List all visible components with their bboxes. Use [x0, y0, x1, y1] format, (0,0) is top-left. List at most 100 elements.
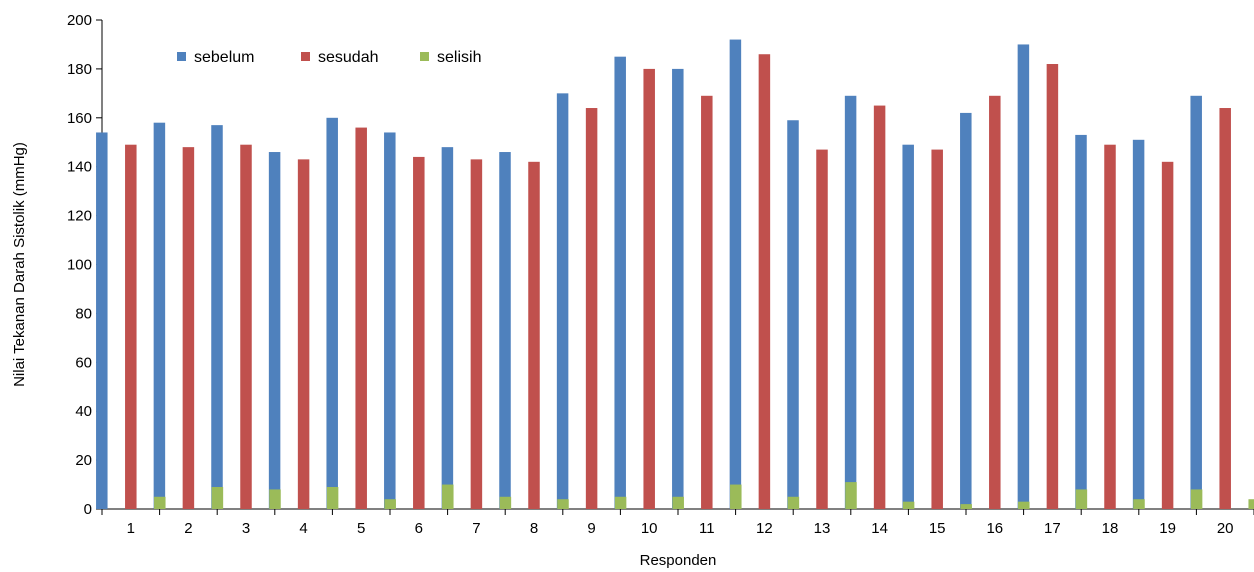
bar-sesudah-14: [873, 105, 886, 509]
bar-sesudah-16: [989, 95, 1001, 510]
x-tick-label: 20: [1217, 520, 1234, 537]
bar-selisih-14: [902, 501, 915, 509]
bar-sesudah-1: [125, 144, 137, 509]
bar-sebelum-17: [1017, 44, 1030, 509]
x-tick-label: 16: [986, 520, 1003, 537]
bar-sebelum-10: [614, 56, 626, 510]
x-tick-label: 14: [871, 520, 888, 537]
bar-sesudah-15: [931, 149, 943, 509]
x-tick-label: 1: [127, 520, 135, 537]
bar-sesudah-17: [1046, 64, 1059, 509]
series-selisih: [154, 482, 1254, 509]
bar-selisih-13: [845, 482, 857, 509]
x-tick-label: 9: [587, 520, 595, 537]
bar-sebelum-16: [960, 112, 972, 509]
bar-sesudah-11: [701, 95, 713, 510]
bar-sesudah-12: [758, 54, 771, 509]
bar-selisih-20: [1248, 499, 1254, 509]
bar-selisih-8: [557, 499, 569, 509]
bar-selisih-6: [442, 484, 454, 509]
x-tick-label: 10: [641, 520, 658, 537]
x-tick-label: 5: [357, 520, 365, 537]
x-tick-label: 18: [1102, 520, 1119, 537]
bar-sebelum-15: [902, 144, 914, 509]
bar-selisih-17: [1075, 489, 1088, 509]
bar-sebelum-5: [326, 117, 338, 510]
bar-sebelum-9: [556, 93, 569, 509]
y-tick-label: 60: [75, 354, 92, 371]
y-tick-label: 200: [67, 12, 92, 29]
bar-selisih-12: [787, 496, 800, 509]
x-tick-label: 15: [929, 520, 946, 537]
y-tick-label: 80: [75, 305, 92, 322]
series-sesudah: [125, 54, 1231, 510]
bar-sesudah-2: [182, 147, 195, 509]
bar-sebelum-11: [672, 68, 684, 510]
y-tick-label: 120: [67, 208, 92, 225]
bar-sesudah-7: [470, 159, 483, 510]
bar-selisih-10: [672, 496, 684, 509]
bar-sesudah-5: [355, 127, 367, 509]
bar-selisih-19: [1190, 489, 1203, 509]
x-tick-label: 2: [184, 520, 192, 537]
legend-swatch-sebelum: [177, 52, 186, 61]
x-tick-label: 6: [415, 520, 423, 537]
bar-selisih-5: [384, 499, 396, 509]
bar-sesudah-19: [1161, 161, 1174, 509]
legend-swatch-sesudah: [301, 52, 310, 61]
bar-sebelum-18: [1075, 134, 1087, 510]
bar-selisih-15: [960, 504, 972, 509]
bar-sebelum-12: [729, 39, 742, 510]
y-tick-label: 160: [67, 110, 92, 127]
bar-selisih-9: [614, 496, 627, 509]
bar-selisih-7: [499, 496, 512, 509]
legend: sebelum sesudah selisih: [177, 49, 481, 66]
x-tick-label: 13: [814, 520, 831, 537]
y-tick-label: 0: [84, 501, 92, 518]
x-tick-label: 3: [242, 520, 250, 537]
bar-selisih-11: [730, 484, 742, 509]
bar-sesudah-20: [1219, 108, 1231, 510]
bar-sebelum-6: [384, 132, 396, 509]
x-tick-label: 19: [1159, 520, 1176, 537]
bar-sebelum-7: [441, 147, 454, 509]
legend-swatch-selisih: [420, 52, 429, 61]
y-tick-label: 180: [67, 61, 92, 78]
bar-selisih-1: [154, 496, 166, 509]
bar-selisih-2: [211, 486, 224, 509]
x-tick-label: 11: [699, 520, 715, 537]
bar-sebelum-19: [1132, 139, 1145, 509]
series-sebelum: [96, 39, 1202, 510]
bar-sebelum-1: [96, 132, 108, 509]
bar-sebelum-3: [211, 125, 223, 509]
bar-sesudah-10: [643, 68, 655, 510]
x-tick-label: 4: [299, 520, 307, 537]
y-tick-label: 140: [67, 159, 92, 176]
x-axis-title: Responden: [640, 552, 717, 569]
x-tick-label: 8: [530, 520, 538, 537]
y-axis-title: Nilai Tekanan Darah Sistolik (mmHg): [11, 142, 28, 387]
y-tick-label: 20: [75, 452, 92, 469]
bar-sesudah-18: [1104, 144, 1116, 509]
legend-label-sesudah: sesudah: [318, 49, 379, 66]
bar-sebelum-8: [499, 152, 511, 509]
bar-sebelum-20: [1190, 95, 1202, 510]
bar-sesudah-4: [297, 159, 310, 510]
bar-sebelum-13: [787, 120, 799, 510]
bar-sesudah-8: [528, 161, 540, 509]
bar-selisih-3: [269, 489, 281, 509]
legend-label-sebelum: sebelum: [194, 49, 254, 66]
x-tick-label: 12: [756, 520, 773, 537]
y-tick-label: 40: [75, 403, 92, 420]
y-tick-label: 100: [67, 257, 92, 274]
bar-sesudah-9: [585, 108, 598, 510]
bar-selisih-18: [1133, 499, 1145, 509]
bar-sesudah-13: [816, 149, 828, 509]
bar-sebelum-4: [268, 152, 281, 509]
bar-sesudah-6: [413, 156, 425, 510]
bar-selisih-4: [326, 486, 339, 509]
bars: [96, 39, 1254, 510]
y-ticks: 0 20 40 60 80 100 120 140 160 180 200: [67, 12, 102, 518]
